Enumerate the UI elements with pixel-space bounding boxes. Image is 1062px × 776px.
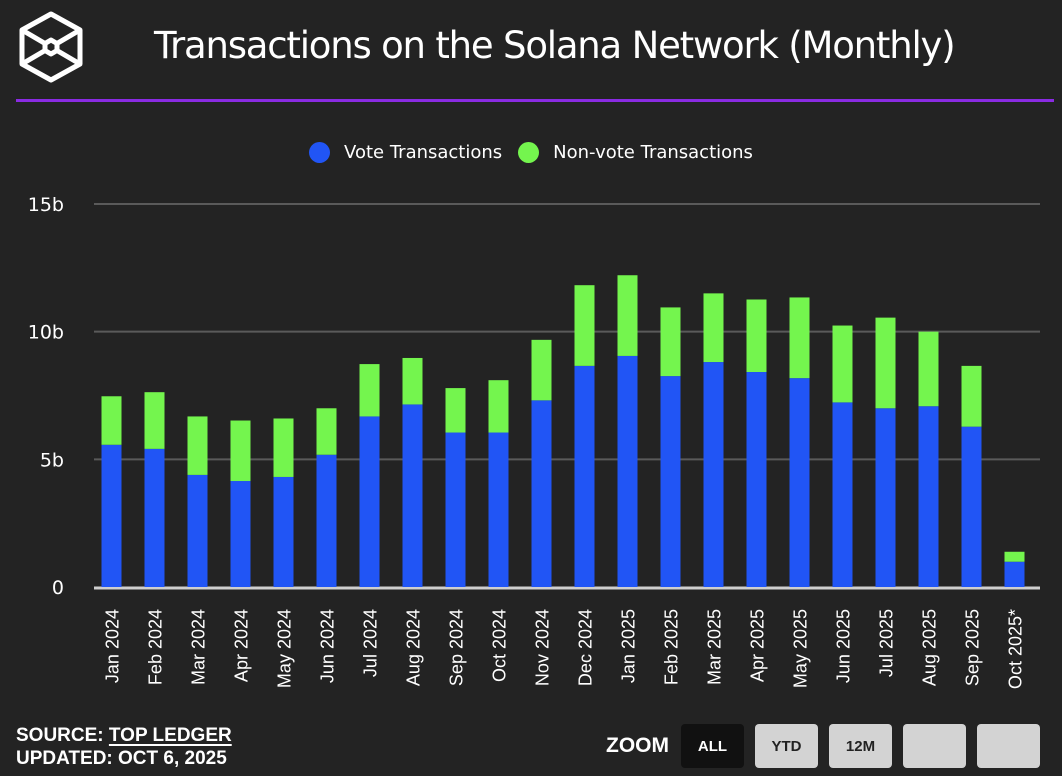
bar-vote (961, 426, 982, 587)
bar-vote (789, 378, 810, 587)
legend-label-vote: Vote Transactions (344, 142, 503, 163)
bar-nonvote (617, 275, 638, 356)
x-tick-label: Mar 2024 (189, 609, 209, 685)
bar-nonvote (789, 297, 810, 379)
bar-vote (402, 404, 423, 587)
x-tick-label: Jul 2025 (877, 609, 897, 677)
bar-vote (488, 432, 509, 587)
bar-vote (445, 432, 466, 587)
bar-nonvote (445, 388, 466, 433)
bar-vote (531, 400, 552, 587)
x-tick-label: May 2024 (275, 609, 295, 688)
legend-item-vote[interactable]: Vote Transactions (309, 142, 502, 163)
bar-nonvote (101, 396, 122, 445)
zoom-all-button[interactable]: ALL (681, 724, 744, 768)
y-tick-label: 10b (28, 322, 64, 344)
source-info: SOURCE: TOP LEDGER UPDATED: OCT 6, 2025 (16, 724, 232, 770)
x-tick-label: Jan 2025 (619, 609, 639, 683)
bar-vote (273, 476, 294, 587)
x-tick-label: Oct 2024 (490, 609, 510, 682)
bar-nonvote (918, 331, 939, 407)
x-tick-label: Dec 2024 (576, 609, 596, 686)
x-tick-label: Aug 2024 (404, 609, 424, 686)
updated-date: UPDATED: OCT 6, 2025 (16, 748, 227, 769)
y-tick-label: 5b (40, 449, 64, 471)
x-tick-label: Jan 2024 (103, 609, 123, 683)
bar-nonvote (746, 299, 767, 373)
bar-vote (703, 362, 724, 587)
bar-nonvote (703, 293, 724, 363)
legend-dot-nonvote-icon (518, 142, 540, 163)
zoom-label: ZOOM (606, 734, 669, 757)
bar-vote (187, 474, 208, 587)
x-tick-label: Aug 2025 (920, 609, 940, 686)
x-tick-label: Feb 2024 (146, 609, 166, 685)
bar-nonvote (402, 357, 423, 405)
hexagon-cube-logo-icon (19, 11, 83, 83)
x-tick-label: Jun 2024 (318, 609, 338, 683)
bar-nonvote (660, 307, 681, 377)
bar-vote (144, 448, 165, 587)
bar-nonvote (832, 325, 853, 403)
bar-nonvote (144, 392, 165, 449)
x-tick-label: Jun 2025 (834, 609, 854, 683)
bar-nonvote (359, 364, 380, 417)
chart-header: Transactions on the Solana Network (Mont… (0, 0, 1062, 102)
bar-vote (832, 402, 853, 587)
x-tick-label: Mar 2025 (705, 609, 725, 685)
bar-nonvote (273, 418, 294, 477)
bar-nonvote (316, 408, 337, 455)
bar-vote (316, 454, 337, 587)
bar-vote (660, 376, 681, 587)
zoom-button-5[interactable] (977, 724, 1040, 768)
x-tick-label: Apr 2025 (748, 609, 768, 682)
legend-dot-vote-icon (309, 142, 331, 163)
bar-nonvote (875, 317, 896, 409)
bar-nonvote (531, 339, 552, 401)
bar-nonvote (488, 380, 509, 433)
bar-nonvote (187, 416, 208, 475)
bar-vote (875, 408, 896, 587)
stacked-bar-chart: 0 5b 10b 15b Jan 2024 Feb 2024 Mar 2024 Apr 202… (28, 194, 1040, 689)
bar-vote (574, 365, 595, 587)
bar-vote (101, 444, 122, 587)
bar-vote (230, 481, 251, 587)
y-tick-label: 15b (28, 194, 64, 216)
bar-vote (746, 372, 767, 587)
source-link[interactable]: TOP LEDGER (108, 725, 232, 746)
bar-vote (1004, 561, 1025, 587)
bar-nonvote (574, 285, 595, 366)
zoom-ytd-button[interactable]: YTD (755, 724, 818, 768)
header-divider (16, 99, 1054, 102)
zoom-controls: ZOOM ALL YTD 12M (606, 724, 1040, 768)
x-tick-label: May 2025 (791, 609, 811, 688)
x-tick-label: Nov 2024 (533, 609, 553, 686)
source-prefix: SOURCE: (16, 725, 109, 746)
x-tick-label: Sep 2025 (963, 609, 983, 686)
zoom-button-4[interactable] (903, 724, 966, 768)
chart-legend: Vote Transactions Non-vote Transactions (0, 142, 1062, 163)
chart-title: Transactions on the Solana Network (Mont… (154, 24, 956, 67)
bar-nonvote (961, 365, 982, 427)
bar-vote (617, 355, 638, 587)
x-tick-label: Sep 2024 (447, 609, 467, 686)
bar-nonvote (1004, 551, 1025, 562)
x-tick-label: Oct 2025* (1006, 609, 1026, 689)
legend-label-nonvote: Non-vote Transactions (553, 142, 753, 163)
bar-nonvote (230, 420, 251, 482)
legend-item-nonvote[interactable]: Non-vote Transactions (518, 142, 753, 163)
x-tick-label: Feb 2025 (662, 609, 682, 685)
bar-vote (918, 406, 939, 587)
zoom-12m-button[interactable]: 12M (829, 724, 892, 768)
x-tick-label: Apr 2024 (232, 609, 252, 682)
x-tick-label: Jul 2024 (361, 609, 381, 677)
y-tick-label: 0 (52, 577, 64, 599)
bar-vote (359, 416, 380, 587)
